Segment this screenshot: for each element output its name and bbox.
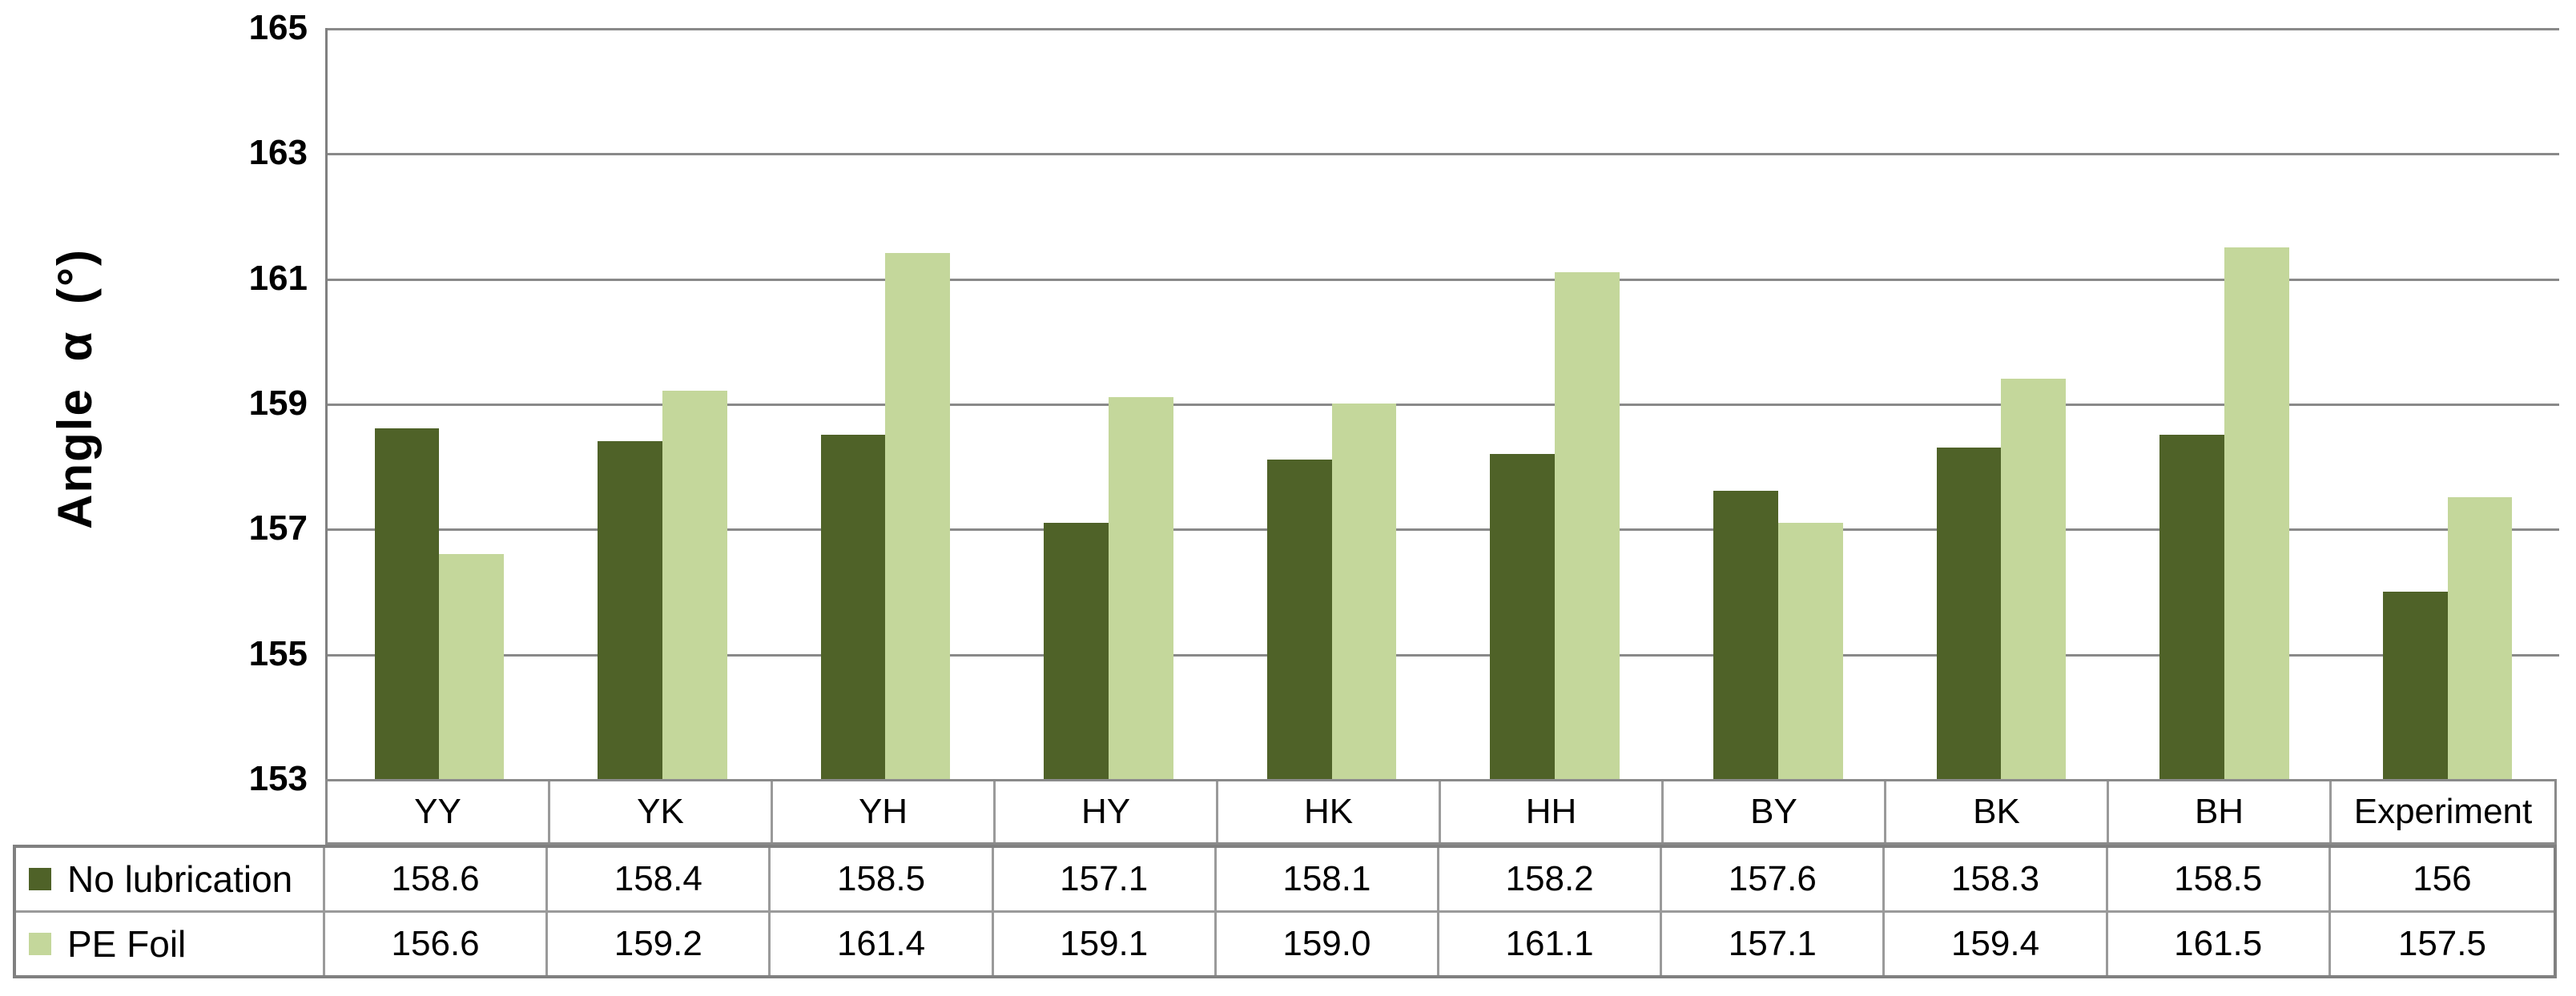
table-value-cell: 158.6 — [325, 848, 549, 910]
series-name-label: PE Foil — [67, 923, 187, 965]
bar-pe-foil-yk — [662, 391, 727, 779]
bar-no-lubrication-hh — [1490, 453, 1556, 779]
table-header-cell: HY — [996, 781, 1218, 842]
gridline — [328, 404, 2559, 406]
y-axis-tick-label: 155 — [248, 633, 308, 673]
table-header-cell: BK — [1886, 781, 2109, 842]
bar-groups — [328, 28, 2559, 779]
bar-no-lubrication-by — [1713, 491, 1778, 779]
table-value-cell: 159.1 — [994, 913, 1217, 975]
gridline — [328, 653, 2559, 657]
category-group-yh — [774, 28, 997, 779]
table-value-cell: 161.1 — [1439, 913, 1663, 975]
table-value-cell: 159.2 — [548, 913, 771, 975]
table-header-cell: BY — [1664, 781, 1886, 842]
bar-pe-foil-bk — [2001, 378, 2067, 779]
table-row: PE Foil 156.6 159.2 161.4 159.1 159.0 161.1 157… — [16, 910, 2554, 975]
table-value-cell: 158.3 — [1885, 848, 2108, 910]
legend-cell: No lubrication — [16, 848, 325, 910]
table-header-cell: BH — [2109, 781, 2332, 842]
category-group-bk — [1890, 28, 2113, 779]
bar-no-lubrication-experiment — [2382, 591, 2448, 779]
y-axis-tick-label: 161 — [248, 258, 308, 298]
table-header-cell: HK — [1218, 781, 1441, 842]
table-value-cell: 161.4 — [771, 913, 994, 975]
y-axis-tick-label: 157 — [248, 508, 308, 548]
table-value-cell: 159.4 — [1885, 913, 2108, 975]
data-table-body: No lubrication 158.6 158.4 158.5 157.1 158.1 1… — [13, 845, 2557, 978]
table-value-cell: 159.0 — [1217, 913, 1439, 975]
y-axis-tick-label: 159 — [248, 384, 308, 423]
table-value-cell: 158.2 — [1439, 848, 1663, 910]
table-header-cell: YK — [550, 781, 773, 842]
gridline — [328, 28, 2559, 30]
category-group-bh — [2113, 28, 2337, 779]
bar-pe-foil-bh — [2224, 247, 2289, 779]
y-axis-tick-labels: 165 163 161 159 157 155 153 — [0, 10, 308, 797]
bar-pe-foil-by — [1777, 522, 1843, 779]
bar-no-lubrication-yy — [374, 428, 440, 779]
table-value-cell: 158.5 — [2108, 848, 2331, 910]
table-row: No lubrication 158.6 158.4 158.5 157.1 158.1 1… — [16, 848, 2554, 910]
table-header-cell: YY — [328, 781, 550, 842]
table-value-cell: 158.1 — [1217, 848, 1439, 910]
category-group-yk — [551, 28, 775, 779]
bar-no-lubrication-bk — [1936, 447, 2002, 779]
category-group-hk — [1220, 28, 1443, 779]
table-header-cell: HH — [1441, 781, 1664, 842]
table-value-cell: 157.6 — [1662, 848, 1886, 910]
bar-no-lubrication-bh — [2159, 435, 2225, 779]
data-table-category-row: YY YK YH HY HK HH BY BK BH Experiment — [325, 779, 2557, 845]
category-group-experiment — [2336, 28, 2559, 779]
bar-pe-foil-experiment — [2447, 497, 2513, 779]
bar-no-lubrication-hk — [1266, 460, 1332, 779]
legend-cell: PE Foil — [16, 913, 325, 975]
table-value-cell: 158.4 — [548, 848, 771, 910]
gridline — [328, 528, 2559, 532]
bar-pe-foil-yy — [439, 553, 505, 779]
category-group-hh — [1443, 28, 1667, 779]
bar-pe-foil-hy — [1109, 397, 1173, 779]
y-axis-tick-label: 163 — [248, 133, 308, 173]
legend-swatch-icon — [29, 933, 51, 955]
bar-no-lubrication-hy — [1044, 522, 1109, 779]
category-group-yy — [328, 28, 551, 779]
legend-swatch-icon — [29, 868, 51, 890]
table-header-cell: Experiment — [2353, 792, 2533, 831]
category-group-hy — [997, 28, 1221, 779]
category-group-by — [1667, 28, 1890, 779]
table-header-cell: YH — [773, 781, 996, 842]
y-axis-tick-label: 165 — [248, 8, 308, 47]
gridline — [328, 153, 2559, 156]
bar-pe-foil-hk — [1331, 404, 1397, 779]
table-value-cell: 157.1 — [994, 848, 1217, 910]
table-value-cell: 156 — [2413, 859, 2472, 898]
table-value-cell: 161.5 — [2108, 913, 2331, 975]
table-value-cell: 157.5 — [2397, 924, 2486, 963]
series-name-label: No lubrication — [67, 858, 293, 900]
table-value-cell: 158.5 — [771, 848, 994, 910]
gridlines — [328, 28, 2559, 779]
table-value-cell: 157.1 — [1662, 913, 1886, 975]
bar-no-lubrication-yk — [598, 440, 662, 779]
table-value-cell: 156.6 — [325, 913, 549, 975]
y-axis-tick-label: 153 — [248, 759, 308, 798]
bar-pe-foil-hh — [1555, 271, 1620, 779]
bar-pe-foil-yh — [885, 253, 951, 779]
gridline — [328, 278, 2559, 281]
bar-no-lubrication-yh — [820, 435, 886, 779]
plot-area — [325, 28, 2559, 779]
